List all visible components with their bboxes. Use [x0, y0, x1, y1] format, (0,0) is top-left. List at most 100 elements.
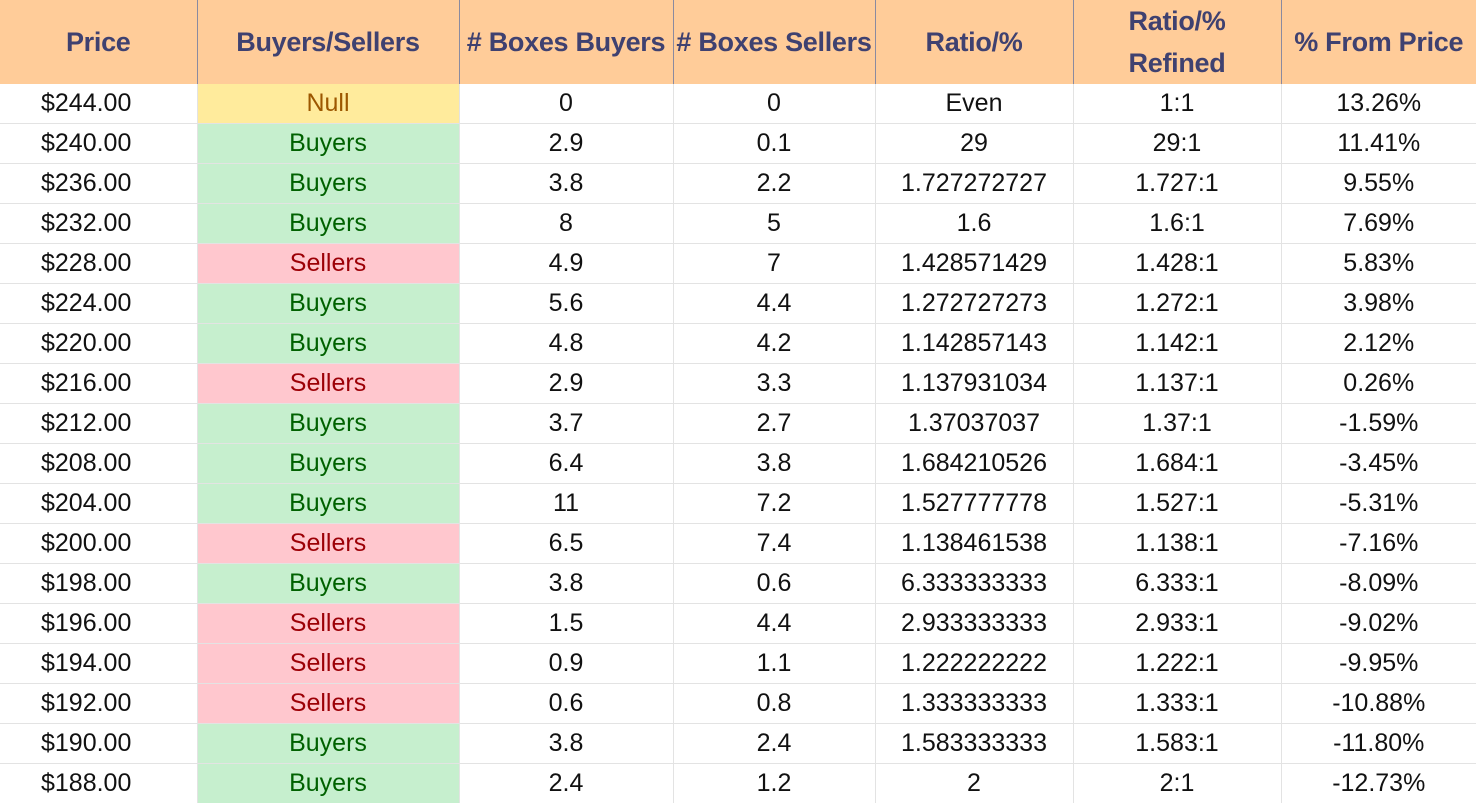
table-header: Price Buyers/Sellers # Boxes Buyers # Bo…	[0, 0, 1476, 84]
header-ratio-refined-line2: Refined	[1074, 42, 1281, 84]
header-ratio: Ratio/%	[875, 0, 1073, 84]
price-cell: $244.00	[0, 84, 197, 124]
price-cell: $192.00	[0, 684, 197, 724]
ratio-cell: Even	[875, 84, 1073, 124]
header-from-price: % From Price	[1281, 0, 1476, 84]
from-price-cell: 5.83%	[1281, 244, 1476, 284]
status-cell: Buyers	[197, 324, 459, 364]
boxes-buyers-cell: 0.6	[459, 684, 673, 724]
from-price-cell: -1.59%	[1281, 404, 1476, 444]
ratio-refined-cell: 1.138:1	[1073, 524, 1281, 564]
boxes-sellers-cell: 7	[673, 244, 875, 284]
ratio-refined-cell: 1.6:1	[1073, 204, 1281, 244]
price-cell: $194.00	[0, 644, 197, 684]
price-cell: $190.00	[0, 724, 197, 764]
status-cell: Buyers	[197, 444, 459, 484]
price-cell: $236.00	[0, 164, 197, 204]
status-cell: Buyers	[197, 124, 459, 164]
price-cell: $204.00	[0, 484, 197, 524]
boxes-sellers-cell: 2.2	[673, 164, 875, 204]
ratio-cell: 1.428571429	[875, 244, 1073, 284]
boxes-sellers-cell: 3.3	[673, 364, 875, 404]
boxes-buyers-cell: 6.5	[459, 524, 673, 564]
ratio-refined-cell: 29:1	[1073, 124, 1281, 164]
ratio-refined-cell: 1.142:1	[1073, 324, 1281, 364]
price-cell: $232.00	[0, 204, 197, 244]
header-row: Price Buyers/Sellers # Boxes Buyers # Bo…	[0, 0, 1476, 84]
boxes-buyers-cell: 2.4	[459, 764, 673, 803]
boxes-buyers-cell: 2.9	[459, 364, 673, 404]
boxes-sellers-cell: 1.2	[673, 764, 875, 803]
from-price-cell: 3.98%	[1281, 284, 1476, 324]
price-cell: $208.00	[0, 444, 197, 484]
ratio-cell: 1.138461538	[875, 524, 1073, 564]
boxes-sellers-cell: 1.1	[673, 644, 875, 684]
from-price-cell: -9.95%	[1281, 644, 1476, 684]
from-price-cell: -7.16%	[1281, 524, 1476, 564]
ratio-refined-cell: 2:1	[1073, 764, 1281, 803]
price-cell: $216.00	[0, 364, 197, 404]
ratio-cell: 1.684210526	[875, 444, 1073, 484]
from-price-cell: 9.55%	[1281, 164, 1476, 204]
boxes-buyers-cell: 3.8	[459, 724, 673, 764]
status-cell: Sellers	[197, 684, 459, 724]
boxes-sellers-cell: 3.8	[673, 444, 875, 484]
status-cell: Sellers	[197, 604, 459, 644]
ratio-cell: 29	[875, 124, 1073, 164]
ratio-cell: 6.333333333	[875, 564, 1073, 604]
boxes-sellers-cell: 4.4	[673, 604, 875, 644]
ratio-refined-cell: 1.527:1	[1073, 484, 1281, 524]
price-cell: $200.00	[0, 524, 197, 564]
ratio-cell: 1.272727273	[875, 284, 1073, 324]
ratio-cell: 1.527777778	[875, 484, 1073, 524]
from-price-cell: -12.73%	[1281, 764, 1476, 803]
header-ratio-refined: Ratio/% Refined	[1073, 0, 1281, 84]
from-price-cell: -8.09%	[1281, 564, 1476, 604]
from-price-cell: 0.26%	[1281, 364, 1476, 404]
from-price-cell: -9.02%	[1281, 604, 1476, 644]
ratio-cell: 1.142857143	[875, 324, 1073, 364]
ratio-cell: 2	[875, 764, 1073, 803]
boxes-sellers-cell: 0.8	[673, 684, 875, 724]
status-cell: Buyers	[197, 764, 459, 803]
status-cell: Buyers	[197, 724, 459, 764]
status-cell: Sellers	[197, 524, 459, 564]
boxes-buyers-cell: 11	[459, 484, 673, 524]
ratio-refined-cell: 1.272:1	[1073, 284, 1281, 324]
ratio-cell: 1.222222222	[875, 644, 1073, 684]
status-cell: Sellers	[197, 364, 459, 404]
from-price-cell: 11.41%	[1281, 124, 1476, 164]
boxes-buyers-cell: 4.8	[459, 324, 673, 364]
boxes-buyers-cell: 0	[459, 84, 673, 124]
ratio-refined-cell: 1:1	[1073, 84, 1281, 124]
status-cell: Buyers	[197, 204, 459, 244]
status-cell: Buyers	[197, 484, 459, 524]
boxes-buyers-cell: 3.7	[459, 404, 673, 444]
ratio-refined-cell: 2.933:1	[1073, 604, 1281, 644]
boxes-buyers-cell: 4.9	[459, 244, 673, 284]
boxes-buyers-cell: 2.9	[459, 124, 673, 164]
boxes-sellers-cell: 7.2	[673, 484, 875, 524]
status-cell: Null	[197, 84, 459, 124]
status-cell: Buyers	[197, 564, 459, 604]
boxes-sellers-cell: 4.2	[673, 324, 875, 364]
ratio-cell: 1.333333333	[875, 684, 1073, 724]
boxes-sellers-cell: 0	[673, 84, 875, 124]
ratio-refined-cell: 1.333:1	[1073, 684, 1281, 724]
from-price-cell: 13.26%	[1281, 84, 1476, 124]
price-cell: $196.00	[0, 604, 197, 644]
ratio-cell: 1.137931034	[875, 364, 1073, 404]
